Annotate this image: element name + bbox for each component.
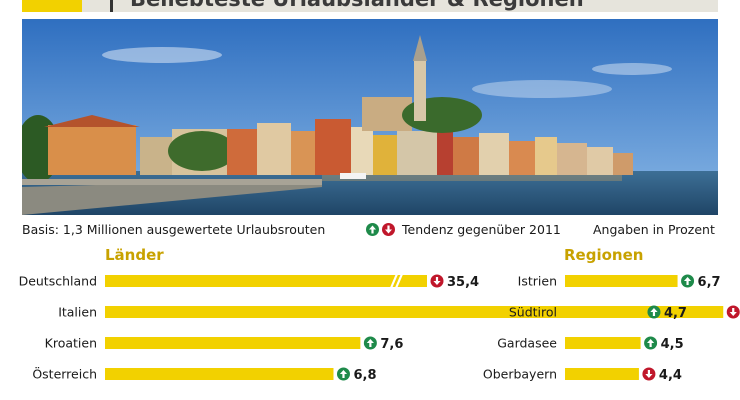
bar: [565, 368, 639, 380]
bar: [565, 337, 641, 349]
bar: [105, 275, 427, 287]
arrow-up-icon: [644, 336, 658, 350]
category-label: Italien: [58, 305, 97, 320]
value-label: 4,7: [664, 306, 687, 321]
arrow-up-icon: [366, 223, 379, 236]
arrow-down-icon: [726, 305, 740, 319]
arrow-down-icon: [430, 274, 444, 288]
header-separator: [110, 0, 113, 12]
value-label: 6,7: [698, 275, 721, 290]
category-label: Istrien: [518, 274, 557, 289]
regions-title: Regionen: [564, 246, 644, 264]
unit-note: Angaben in Prozent: [593, 222, 715, 237]
basis-note: Basis: 1,3 Millionen ausgewertete Urlaub…: [22, 222, 326, 237]
page-title: Beliebteste Urlaubsländer & Regionen: [130, 0, 584, 11]
bar: [565, 306, 644, 318]
category-label: Deutschland: [19, 274, 97, 289]
header-accent: [22, 0, 82, 12]
bar: [105, 368, 334, 380]
photo-illustration: [22, 19, 718, 215]
countries-title: Länder: [105, 246, 164, 264]
trend-legend-label: Tendenz gegenüber 2011: [402, 222, 561, 237]
value-label: 6,8: [353, 368, 376, 383]
arrow-up-icon: [363, 336, 377, 350]
category-label: Gardasee: [497, 336, 557, 351]
arrow-up-icon: [681, 274, 695, 288]
category-label: Kroatien: [45, 336, 97, 351]
arrow-down-icon: [382, 223, 395, 236]
bar: [565, 275, 678, 287]
value-label: 4,4: [659, 368, 682, 383]
bar: [105, 337, 361, 349]
value-label: 4,5: [661, 337, 684, 352]
value-label: 7,6: [380, 337, 403, 352]
arrow-down-icon: [642, 367, 656, 381]
axis-break-marker: [389, 273, 404, 289]
arrow-up-icon: [647, 305, 661, 319]
category-label: Südtirol: [509, 305, 557, 320]
coastal-town-photo: [22, 19, 718, 215]
value-label: 35,4: [447, 275, 479, 290]
trend-legend: Tendenz gegenüber 2011: [366, 222, 561, 237]
category-label: Oberbayern: [483, 367, 557, 382]
header-bar: Beliebteste Urlaubsländer & Regionen: [22, 0, 718, 12]
category-label: Österreich: [32, 366, 97, 382]
arrow-up-icon: [336, 367, 350, 381]
